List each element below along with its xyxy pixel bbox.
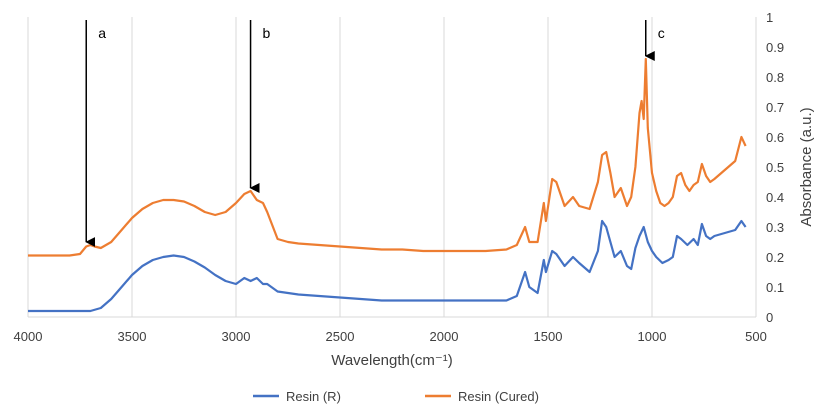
x-tick-label: 500 <box>745 329 767 344</box>
y-tick-label: 0.1 <box>766 280 784 295</box>
series-line-resin-r <box>28 219 747 313</box>
y-tick-label: 0.8 <box>766 70 784 85</box>
legend: Resin (R) Resin (Cured) <box>253 389 539 404</box>
y-tick-label: 0.2 <box>766 250 784 265</box>
annotation-label-c: c <box>658 25 665 41</box>
annotation-label-a: a <box>98 25 106 41</box>
legend-label-resin-r: Resin (R) <box>286 389 341 404</box>
legend-label-resin-cured: Resin (Cured) <box>458 389 539 404</box>
x-tick-label: 2500 <box>326 329 355 344</box>
y-tick-label: 1 <box>766 10 773 25</box>
x-tick-label: 3000 <box>222 329 251 344</box>
y-tick-label: 0 <box>766 310 773 325</box>
annotations: a b c <box>85 20 665 247</box>
x-tick-label: 1000 <box>638 329 667 344</box>
x-tick-label: 2000 <box>430 329 459 344</box>
y-tick-label: 0.6 <box>766 130 784 145</box>
series-group <box>28 57 747 313</box>
y-tick-label: 0.7 <box>766 100 784 115</box>
x-tick-label: 3500 <box>118 329 147 344</box>
x-axis-title: Wavelength(cm⁻¹) <box>331 352 453 369</box>
y-tick-label: 0.4 <box>766 190 784 205</box>
y-tick-label: 0.9 <box>766 40 784 55</box>
y-tick-label: 0.5 <box>766 160 784 175</box>
x-tick-label: 1500 <box>534 329 563 344</box>
y-axis-title: Absorbance (a.u.) <box>798 107 815 226</box>
series-line-resin-cured <box>28 57 747 257</box>
x-tick-label: 4000 <box>14 329 43 344</box>
y-tick-label: 0.3 <box>766 220 784 235</box>
y-axis-tick-labels: 0 0.1 0.2 0.3 0.4 0.5 0.6 0.7 0.8 0.9 1 <box>766 10 784 325</box>
annotation-label-b: b <box>263 25 271 41</box>
x-axis-tick-labels: 4000 3500 3000 2500 2000 1500 1000 500 <box>14 329 767 344</box>
